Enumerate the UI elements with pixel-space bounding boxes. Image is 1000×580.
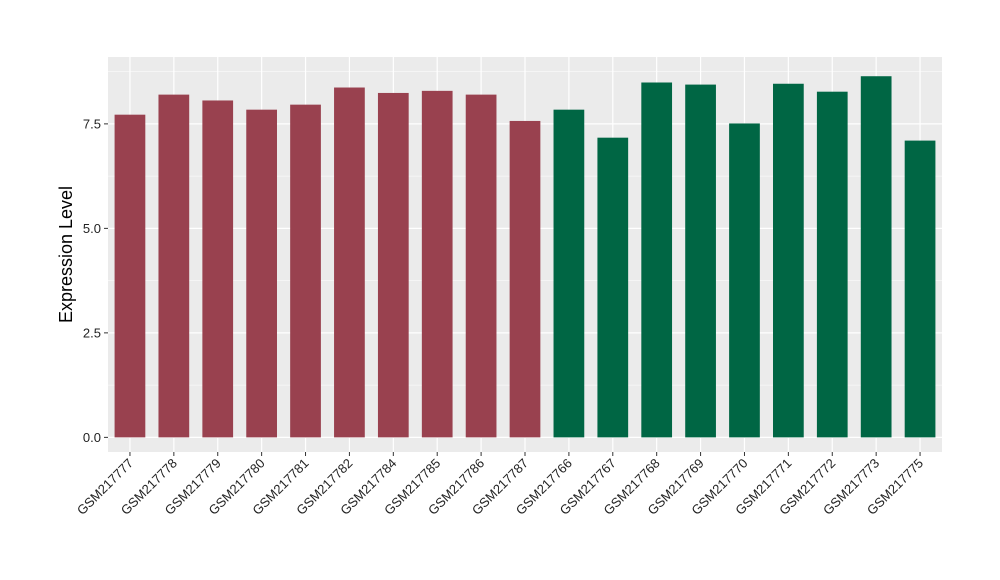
y-tick-label: 5.0 [83, 221, 101, 236]
y-axis-title: Expression Level [56, 186, 76, 323]
bars [114, 76, 936, 438]
bar-GSM217767 [597, 137, 629, 438]
bar-GSM217779 [202, 100, 234, 438]
bar-GSM217784 [377, 92, 409, 438]
bar-GSM217766 [553, 109, 585, 438]
bar-GSM217770 [729, 123, 760, 438]
bar-GSM217782 [334, 87, 365, 438]
y-tick-label: 7.5 [83, 116, 101, 131]
bar-GSM217768 [641, 82, 673, 438]
bar-GSM217773 [860, 76, 892, 438]
bar-GSM217787 [509, 120, 541, 438]
bar-GSM217781 [290, 104, 321, 438]
y-axis: 0.0 2.5 5.0 7.5 [83, 116, 108, 445]
bar-GSM217777 [114, 114, 146, 438]
bar-GSM217771 [773, 83, 804, 438]
bar-GSM217780 [246, 109, 277, 438]
bar-GSM217775 [904, 140, 936, 438]
bar-GSM217778 [158, 94, 190, 438]
x-axis: GSM217777GSM217778GSM217779GSM217780GSM2… [74, 452, 926, 518]
bar-GSM217785 [421, 90, 453, 438]
y-tick-label: 0.0 [83, 430, 101, 445]
y-tick-label: 2.5 [83, 325, 101, 340]
bar-GSM217769 [685, 84, 716, 438]
bar-GSM217786 [465, 94, 497, 438]
bar-GSM217772 [816, 91, 848, 438]
